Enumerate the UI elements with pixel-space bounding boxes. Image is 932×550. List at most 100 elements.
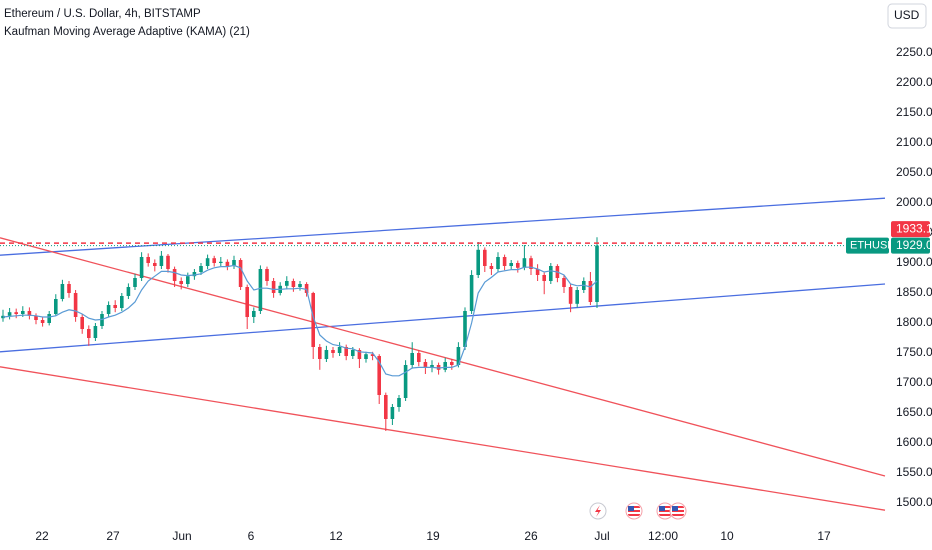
y-tick-label: 1900.0: [896, 255, 932, 269]
candle-body: [172, 269, 177, 281]
candle-body: [509, 263, 513, 266]
candle-body: [34, 315, 38, 320]
candle-body: [403, 365, 408, 398]
candle-body: [133, 278, 137, 287]
candle-body: [21, 311, 25, 314]
candle-body: [285, 281, 289, 286]
y-tick-label: 1850.0: [896, 285, 932, 299]
candle-body: [47, 314, 51, 323]
candle-body: [73, 293, 78, 317]
candle-body: [166, 255, 170, 269]
candle-body: [146, 257, 150, 263]
last-price-box: [891, 237, 930, 254]
x-tick-label: 12: [329, 529, 343, 543]
candle-body: [199, 266, 203, 272]
y-tick-label: 1500.0: [896, 495, 932, 509]
candle-body: [337, 347, 342, 353]
candle-body: [186, 276, 190, 284]
candle-body: [542, 275, 546, 281]
symbol-box: [846, 237, 889, 254]
candle-body: [245, 287, 249, 317]
candle-body: [238, 260, 243, 287]
candle-body: [120, 296, 124, 308]
candle-body: [192, 272, 197, 277]
candle-body: [80, 317, 84, 329]
candle-body: [476, 249, 480, 275]
candle-body: [562, 278, 566, 287]
candle-body: [7, 312, 12, 316]
candle-body: [232, 260, 236, 266]
candle-body: [87, 329, 91, 338]
flag-icon[interactable]: [669, 502, 687, 520]
indicator-label: Kaufman Moving Average Adaptive (KAMA) (…: [4, 26, 250, 38]
candle-body: [417, 353, 421, 362]
candle-body: [351, 350, 355, 356]
symbol-label: ETHUSD: [850, 240, 895, 252]
y-tick-label: 2100.0: [896, 135, 932, 149]
candle-body: [443, 362, 447, 370]
candle-body: [456, 347, 461, 365]
high-price-label: 1933.1: [896, 221, 932, 235]
candle-body: [212, 258, 216, 263]
y-tick-label: 2200.0: [896, 75, 932, 89]
y-tick-label: 2050.0: [896, 165, 932, 179]
x-tick-label: Jul: [594, 529, 609, 543]
lightning-icon: [595, 505, 601, 517]
candle-body: [60, 284, 65, 299]
x-tick-label: 27: [106, 529, 120, 543]
flag-icon[interactable]: [625, 502, 643, 520]
candle-body: [159, 255, 164, 266]
candle-body: [370, 354, 375, 356]
y-tick-label: 1600.0: [896, 435, 932, 449]
candle-body: [265, 269, 269, 281]
candle-body: [575, 290, 579, 304]
currency-label[interactable]: USD: [894, 8, 920, 22]
x-tick-label: 12:00: [648, 529, 678, 543]
candle-body: [516, 263, 520, 268]
currency-button[interactable]: [887, 3, 927, 29]
y-tick-label: 2000.0: [896, 195, 932, 209]
candle-body: [304, 284, 309, 293]
candle-body: [384, 395, 388, 419]
candle-body: [344, 347, 348, 356]
x-tick-label: 10: [720, 529, 734, 543]
candle-body: [318, 347, 322, 359]
y-tick-label: 1700.0: [896, 375, 932, 389]
candle-body: [522, 258, 527, 268]
candle-body: [397, 398, 401, 407]
candle-body: [529, 258, 533, 269]
y-tick-label: 2250.0: [896, 45, 932, 59]
candle-body: [364, 354, 368, 359]
candle-body: [423, 362, 428, 368]
y-tick-label: 1550.0: [896, 465, 932, 479]
candle-body: [126, 287, 131, 296]
candle-body: [271, 281, 276, 293]
candle-body: [14, 312, 18, 314]
kama-line: [2, 264, 598, 377]
candle-body: [54, 299, 58, 314]
y-tick-label: 1750.0: [896, 345, 932, 359]
x-tick-label: 22: [35, 529, 49, 543]
candle-body: [113, 305, 117, 308]
candle-body: [357, 350, 362, 359]
candle-body: [67, 284, 71, 293]
x-tick-label: 17: [817, 529, 831, 543]
candle-body: [430, 365, 434, 368]
candle-body: [291, 281, 296, 287]
plot-area: [0, 197, 886, 511]
flag-icon[interactable]: [656, 502, 674, 520]
candle-body: [139, 257, 144, 278]
candle-body: [489, 266, 494, 269]
candle-body: [205, 258, 210, 266]
candle-body: [324, 350, 329, 359]
candle-body: [258, 269, 263, 311]
candle-body: [225, 261, 230, 266]
candle-body: [496, 257, 500, 269]
candle-body: [568, 287, 573, 304]
candle-body: [311, 293, 315, 347]
event-icons: [589, 502, 687, 520]
y-tick-label: 2150.0: [896, 105, 932, 119]
candle-body: [93, 326, 98, 338]
trendline: [0, 283, 886, 353]
